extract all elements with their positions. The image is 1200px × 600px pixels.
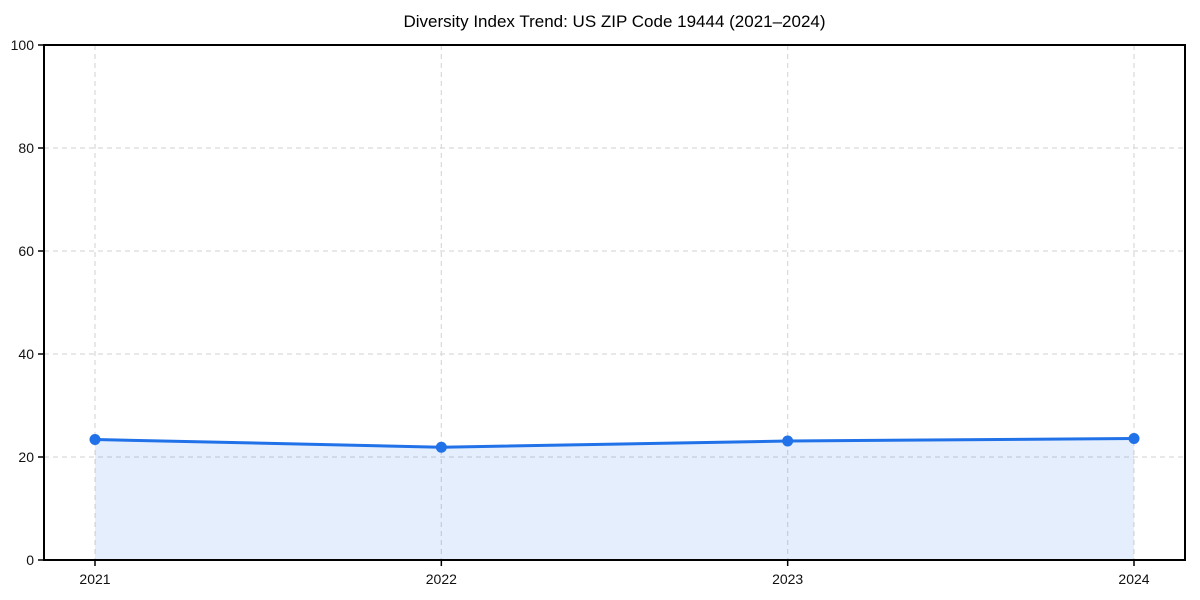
y-tick-label: 80 <box>18 140 34 156</box>
y-tick-label: 0 <box>26 552 34 568</box>
data-point-2023 <box>782 435 794 447</box>
x-tick-label: 2023 <box>772 571 803 587</box>
chart-title: Diversity Index Trend: US ZIP Code 19444… <box>403 12 826 31</box>
x-tick-label: 2022 <box>426 571 457 587</box>
y-tick-label: 20 <box>18 449 34 465</box>
y-tick-label: 60 <box>18 243 34 259</box>
area-fill <box>95 438 1134 560</box>
trend-line <box>93 436 1136 449</box>
data-point-2021 <box>89 433 101 445</box>
y-tick-label: 100 <box>11 37 35 53</box>
x-tick-label: 2024 <box>1118 571 1149 587</box>
x-tick-label: 2021 <box>79 571 110 587</box>
data-point-2022 <box>435 441 447 453</box>
y-tick-label: 40 <box>18 346 34 362</box>
data-point-2024 <box>1128 432 1140 444</box>
plot-border <box>43 44 1186 561</box>
